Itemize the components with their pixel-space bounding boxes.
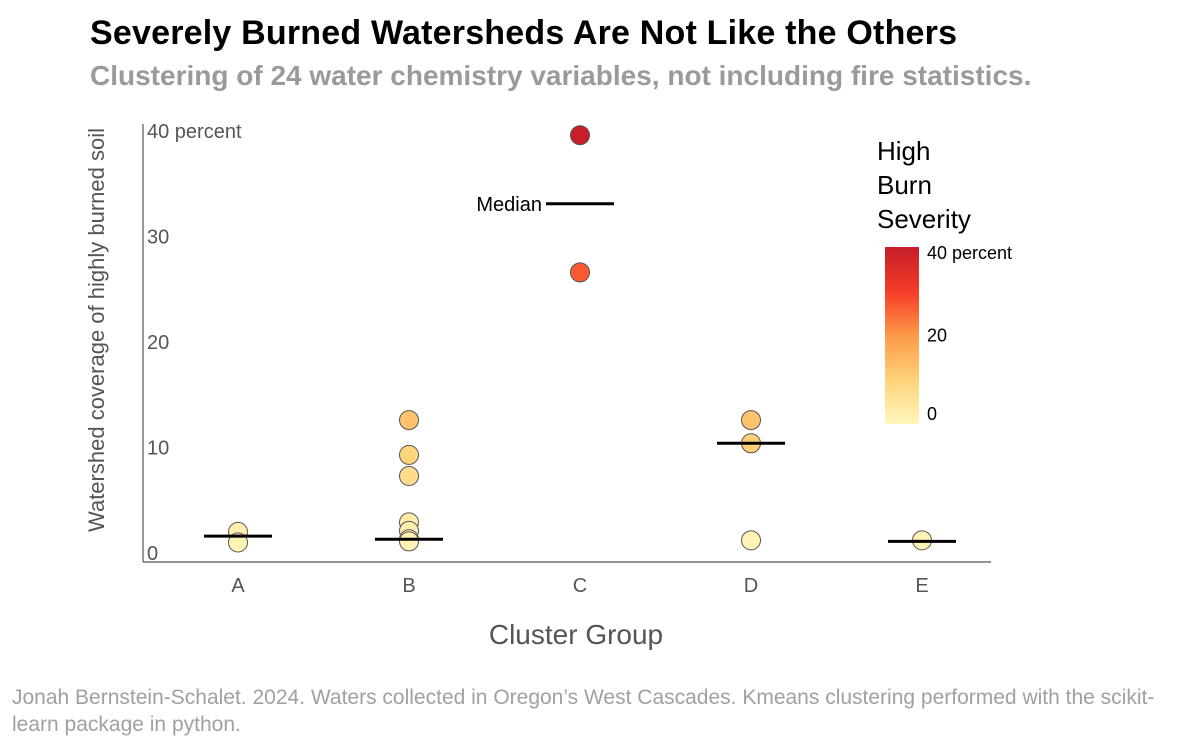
- median-lines: Median: [204, 194, 956, 543]
- legend-title-line: High: [877, 136, 930, 166]
- y-tick-label: 0: [147, 543, 158, 565]
- chart-subtitle: Clustering of 24 water chemistry variabl…: [90, 60, 1032, 91]
- chart-title: Severely Burned Watersheds Are Not Like …: [90, 14, 958, 52]
- x-tick-label: A: [231, 575, 245, 597]
- x-axis-label: Cluster Group: [489, 619, 663, 650]
- median-label: Median: [476, 194, 542, 216]
- y-tick-label: 20: [147, 332, 169, 354]
- data-point: [570, 262, 590, 283]
- colorbar-tick-label: 20: [927, 326, 947, 346]
- legend-title-line: Severity: [877, 204, 971, 234]
- legend-title-line: Burn: [877, 170, 932, 200]
- scatter-chart: 0 10 20 30 40 percent A B C D E Cluster Group Water…: [84, 121, 1012, 650]
- data-point: [399, 410, 419, 431]
- x-tick-label: B: [402, 575, 415, 597]
- x-tick-label: E: [915, 575, 928, 597]
- x-tick-label: D: [744, 575, 758, 597]
- y-axis-label: Watershed coverage of highly burned soil: [84, 128, 109, 532]
- color-legend: High Burn Severity 40 percent 20 0: [877, 136, 1012, 424]
- data-point: [570, 125, 590, 146]
- data-point: [741, 530, 761, 551]
- colorbar-tick-label: 40 percent: [927, 243, 1012, 263]
- x-tick-label: C: [573, 575, 587, 597]
- data-point: [399, 444, 419, 465]
- data-point: [741, 410, 761, 431]
- colorbar-tick-label: 0: [927, 404, 937, 424]
- data-point: [228, 532, 248, 553]
- source-caption: Jonah Bernstein-Schalet. 2024. Waters co…: [12, 686, 1155, 736]
- data-point: [399, 531, 419, 552]
- axes: 0 10 20 30 40 percent A B C D E Cluster Group Water…: [84, 121, 991, 650]
- colorbar: [885, 247, 919, 424]
- data-points: [228, 125, 932, 553]
- y-tick-label: 30: [147, 227, 169, 249]
- y-tick-label: 40 percent: [147, 121, 242, 143]
- y-tick-label: 10: [147, 438, 169, 460]
- data-point: [399, 465, 419, 486]
